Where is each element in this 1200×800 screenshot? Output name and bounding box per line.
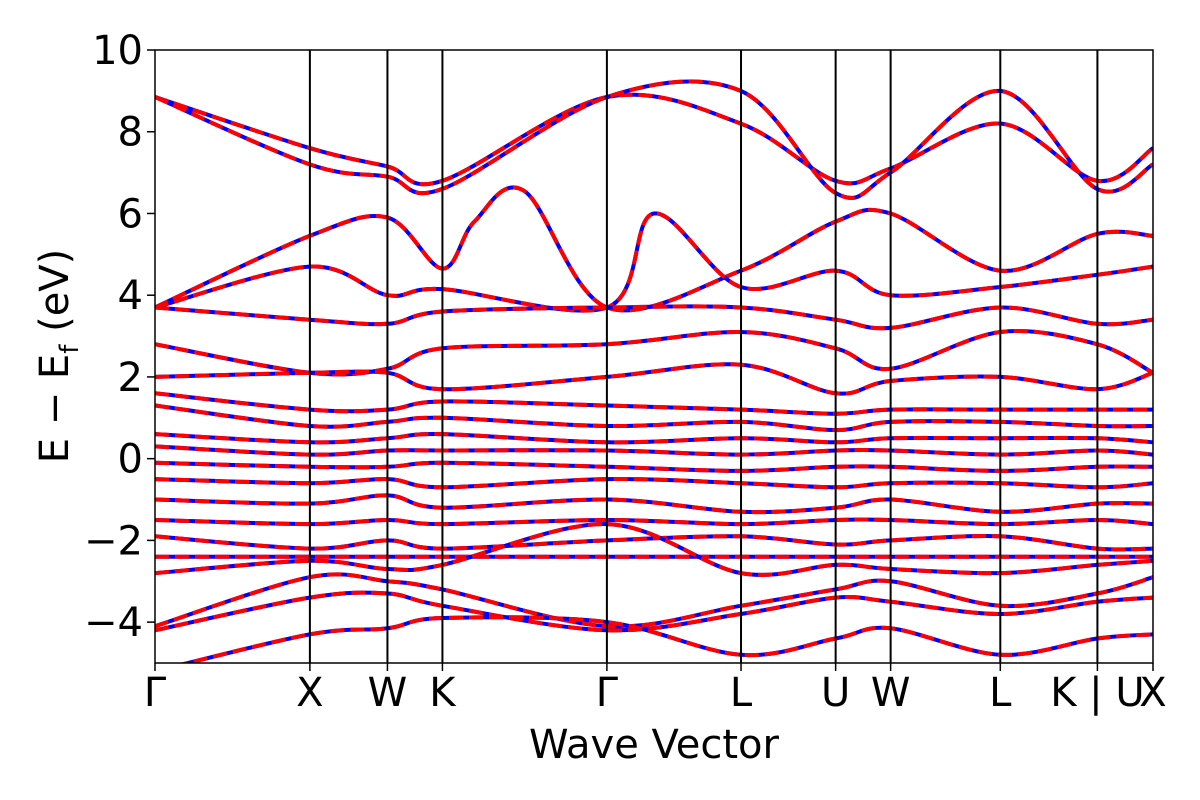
band-2-red-dashed-line xyxy=(155,185,1153,313)
band-11-red-dashed-line xyxy=(155,460,1153,473)
y-tick-label-1: 8 xyxy=(118,110,143,156)
band-19-red-dashed-line xyxy=(155,590,1153,633)
y-axis-label-unit: (eV) xyxy=(32,249,78,345)
y-tick-label-2: 6 xyxy=(118,191,143,237)
x-tick-label-1: X xyxy=(296,670,323,716)
x-tick-label-0: Γ xyxy=(144,670,167,716)
y-axis-label-main: E − E xyxy=(32,354,78,464)
y-tick-label-4: 2 xyxy=(118,355,143,401)
band-14-red-dashed-line xyxy=(155,517,1153,527)
x-axis-label: Wave Vector xyxy=(529,722,780,768)
band-13-red-dashed-line xyxy=(155,493,1153,515)
band-18-red-dashed-line xyxy=(155,572,1153,629)
band-12-red-dashed-line xyxy=(155,477,1153,490)
x-tick-label-2: W xyxy=(368,670,408,716)
bands-layer xyxy=(155,79,1153,663)
band-17-red-dashed-line xyxy=(155,522,1153,577)
band-8-red-dashed-line xyxy=(155,403,1153,433)
x-tick-label-10: X xyxy=(1139,670,1166,716)
x-tick-label-6: U xyxy=(821,670,850,716)
y-tick-label-7: −4 xyxy=(84,600,143,646)
x-tick-label-8: L xyxy=(989,670,1012,716)
y-tick-label-5: 0 xyxy=(118,437,143,483)
x-tick-label-4: Γ xyxy=(596,670,619,716)
kpoint-lines xyxy=(308,50,1099,663)
plot-frame xyxy=(154,49,1154,664)
band-4-red-dashed-line xyxy=(155,304,1153,331)
band-6-red-dashed-line xyxy=(155,362,1153,396)
x-tick-label-9: K | U xyxy=(1050,670,1144,716)
y-axis-label-subscript: f xyxy=(55,344,85,354)
band-20-red-dashed-line xyxy=(179,615,1153,663)
x-tick-label-7: W xyxy=(871,670,911,716)
y-tick-label-0: 10 xyxy=(92,28,143,74)
band-7-red-dashed-line xyxy=(155,391,1153,416)
x-tick-label-5: L xyxy=(730,670,753,716)
y-axis-label: E − Ef (eV) xyxy=(32,249,85,464)
y-axis-ticks: 10 8 6 4 2 0 −2 −4 xyxy=(84,28,155,646)
y-tick-label-3: 4 xyxy=(118,273,143,319)
x-tick-label-3: K xyxy=(429,670,457,716)
band-15-red-dashed-line xyxy=(155,534,1153,552)
band-3-red-dashed-line xyxy=(155,211,1153,313)
band-5-red-dashed-line xyxy=(155,329,1153,377)
y-tick-label-6: −2 xyxy=(84,518,143,564)
band-10-red-dashed-line xyxy=(155,444,1153,457)
band-0-red-dashed-line xyxy=(155,92,1153,187)
band-9-red-dashed-line xyxy=(155,432,1153,445)
